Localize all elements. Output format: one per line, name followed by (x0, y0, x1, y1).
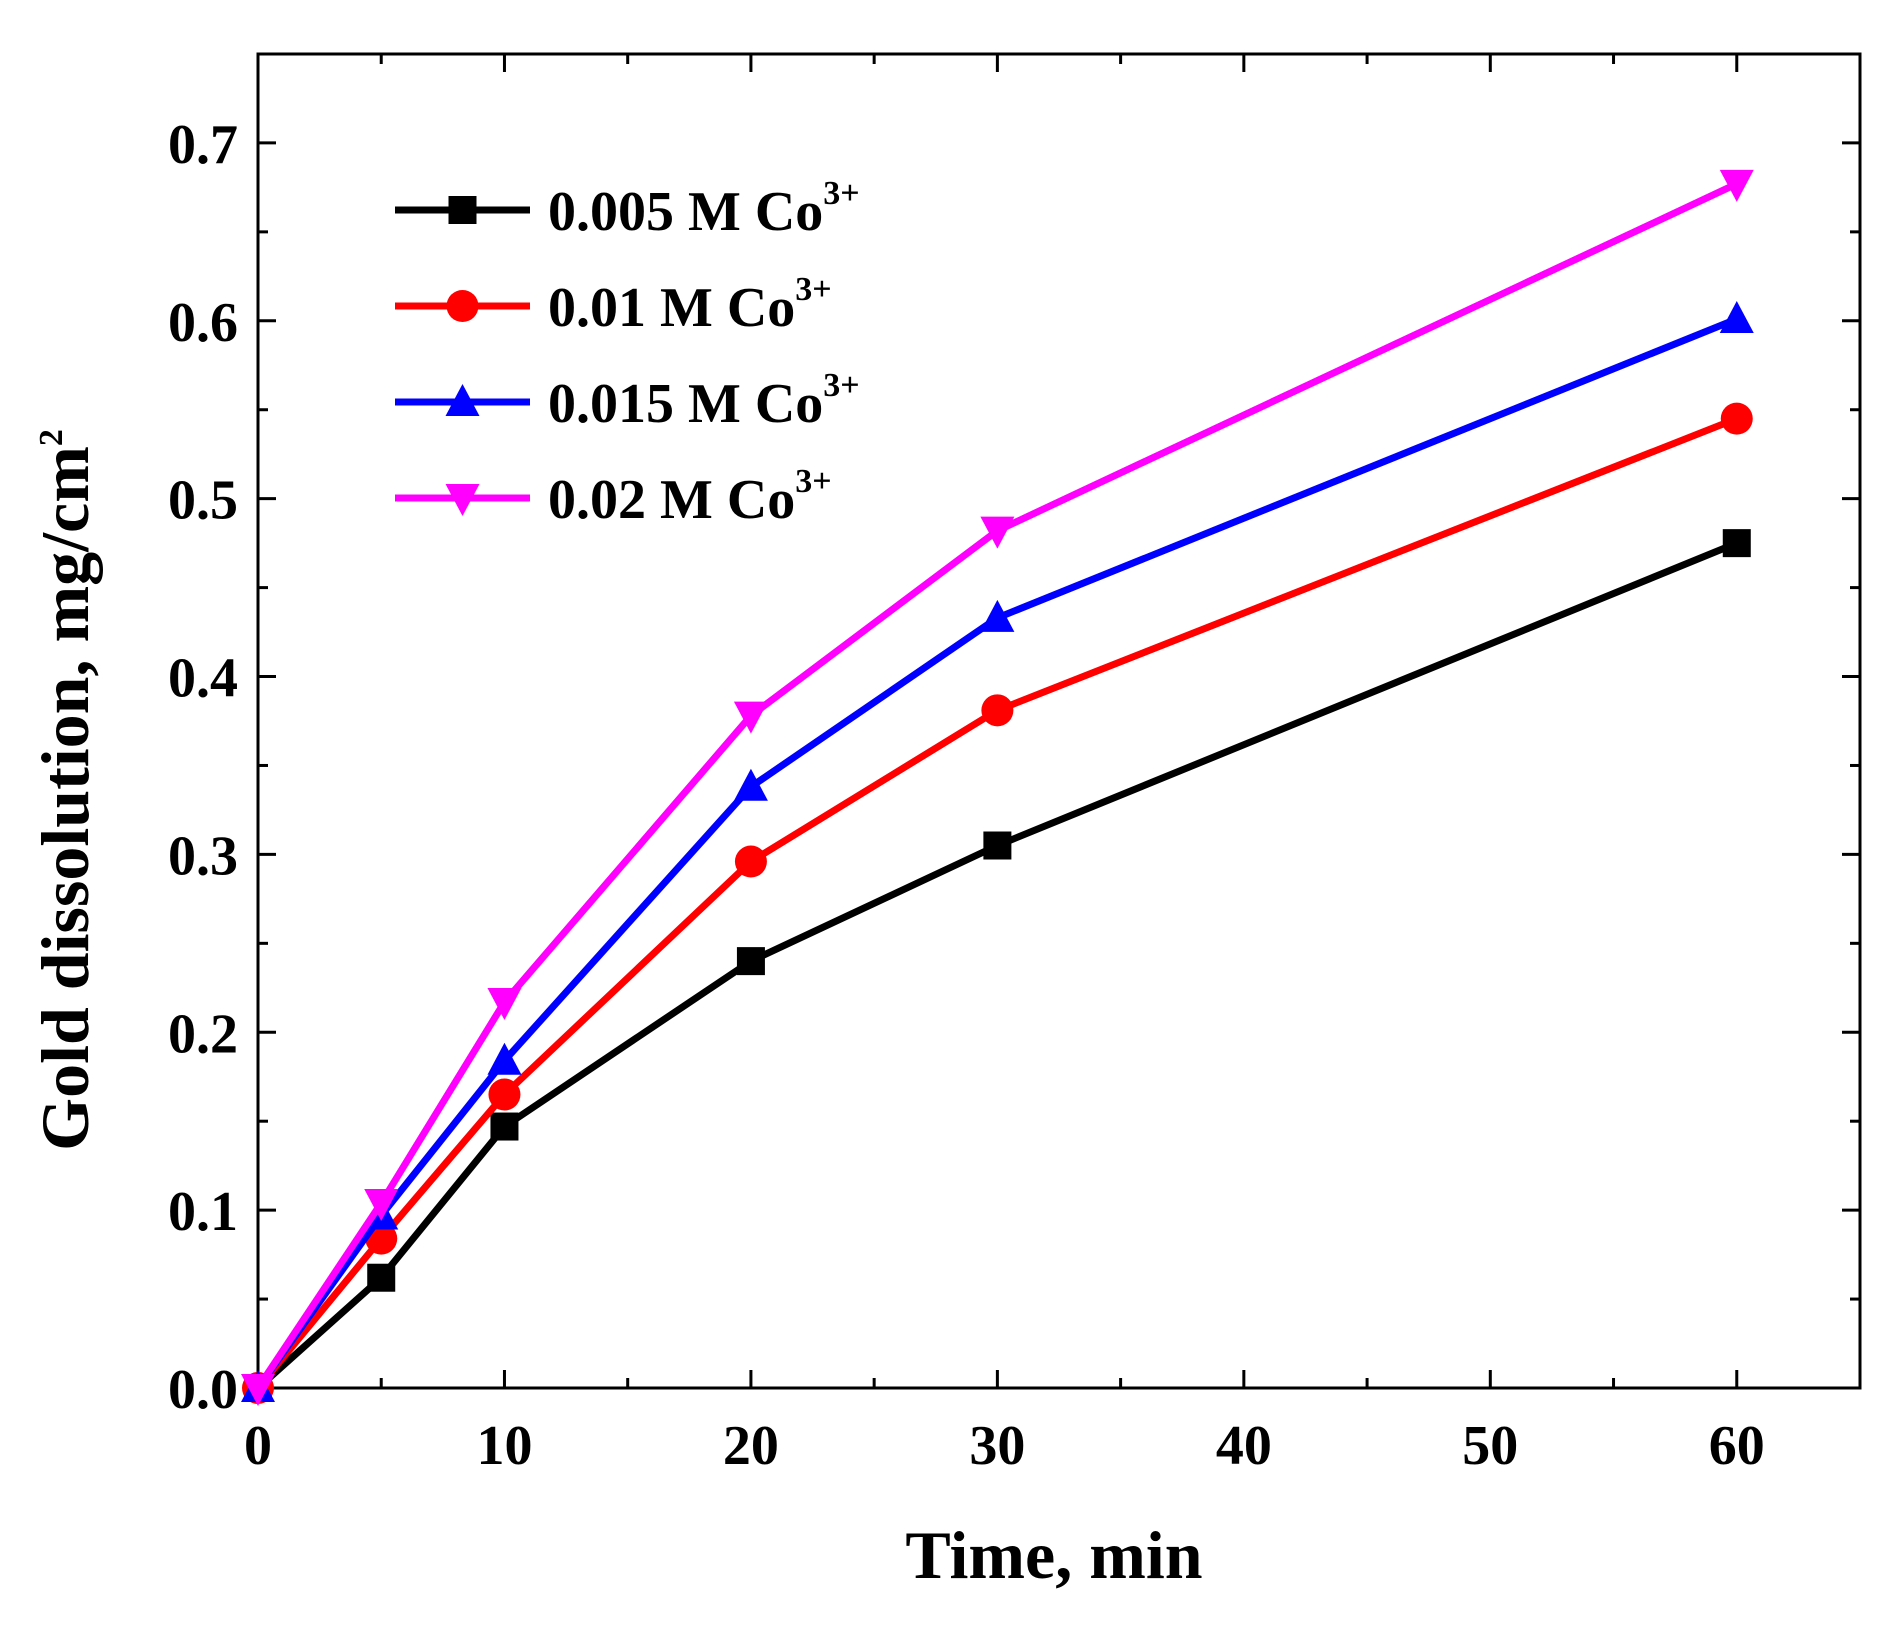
series-line (255, 180, 1739, 1390)
legend-label: 0.005 M Co3+ (548, 175, 860, 243)
legend-marker (448, 196, 477, 224)
x-tick-label: 0 (244, 1415, 272, 1477)
legend-item-1: 0.005 M Co3+ (395, 175, 860, 243)
data-point (241, 1374, 275, 1406)
series-line (255, 415, 1739, 1391)
legend-label-sup: 3+ (823, 367, 859, 404)
plot-frame (256, 52, 1862, 1390)
y-tick-label: 0.5 (168, 470, 238, 532)
y-axis-title: Gold dissolution, mg/cm2 (27, 429, 103, 1151)
legend-label-main: 0.02 M Co (548, 469, 795, 531)
legend-item-4: 0.02 M Co3+ (395, 463, 832, 531)
legend-item-3: 0.015 M Co3+ (395, 367, 860, 435)
legend-marker (445, 484, 480, 516)
x-tick-label: 20 (723, 1415, 779, 1477)
y-tick-label: 0.0 (168, 1359, 238, 1421)
y-axis-title-main: Gold dissolution, mg/cm (27, 446, 103, 1151)
data-point (1719, 301, 1754, 334)
x-tick-label: 50 (1462, 1415, 1518, 1477)
data-point (1719, 169, 1754, 202)
legend: 0.005 M Co3+0.01 M Co3+0.015 M Co3+0.02 … (395, 175, 860, 531)
legend-marker (445, 384, 480, 416)
data-point (980, 516, 1015, 549)
y-tick-label: 0.2 (168, 1003, 238, 1065)
legend-label-sup: 3+ (795, 463, 831, 500)
legend-label-main: 0.01 M Co (548, 277, 795, 339)
y-tick-label: 0.4 (168, 648, 238, 710)
data-point (367, 1263, 396, 1292)
y-tick-label: 0.6 (168, 292, 238, 354)
x-axis-title: Time, min (905, 1517, 1202, 1593)
data-point (488, 1078, 521, 1111)
data-point (487, 1042, 522, 1075)
legend-label-sup: 3+ (823, 175, 859, 212)
data-point (1720, 402, 1753, 435)
data-point (983, 831, 1012, 860)
legend-label: 0.01 M Co3+ (548, 271, 832, 339)
series-2 (242, 402, 1753, 1404)
data-point (364, 1189, 399, 1222)
data-point (490, 1112, 519, 1141)
data-point (980, 599, 1015, 632)
y-tick-label: 0.3 (168, 825, 238, 887)
data-point (733, 768, 768, 801)
x-tick-label: 60 (1709, 1415, 1765, 1477)
series-layer (241, 169, 1754, 1406)
legend-label: 0.015 M Co3+ (548, 367, 860, 435)
x-tick-label: 10 (476, 1415, 532, 1477)
legend-label-sup: 3+ (795, 271, 831, 308)
series-line (255, 315, 1739, 1391)
data-point (487, 988, 522, 1021)
series-4 (241, 169, 1754, 1406)
series-line (255, 539, 1739, 1391)
legend-label: 0.02 M Co3+ (548, 463, 832, 531)
x-tick-label: 40 (1216, 1415, 1272, 1477)
data-point (981, 694, 1014, 727)
axes: 0 10 20 30 40 50 60 0.0 0.1 0.2 0.3 0.4 0.5 0.6 0.7 (168, 52, 1862, 1477)
legend-item-2: 0.01 M Co3+ (395, 271, 832, 339)
y-tick-label: 0.7 (168, 114, 238, 176)
data-point (733, 701, 768, 734)
y-axis-title-sup: 2 (33, 429, 70, 446)
series-1 (244, 529, 1751, 1402)
legend-marker (446, 290, 479, 322)
legend-label-main: 0.005 M Co (548, 181, 823, 243)
data-point (734, 845, 767, 878)
x-tick-label: 30 (969, 1415, 1025, 1477)
data-point (1722, 529, 1751, 558)
y-tick-label: 0.1 (168, 1181, 238, 1243)
legend-label-main: 0.015 M Co (548, 373, 823, 435)
data-point (736, 947, 765, 976)
axis-labels: Time, min Gold dissolution, mg/cm2 (27, 429, 1203, 1593)
